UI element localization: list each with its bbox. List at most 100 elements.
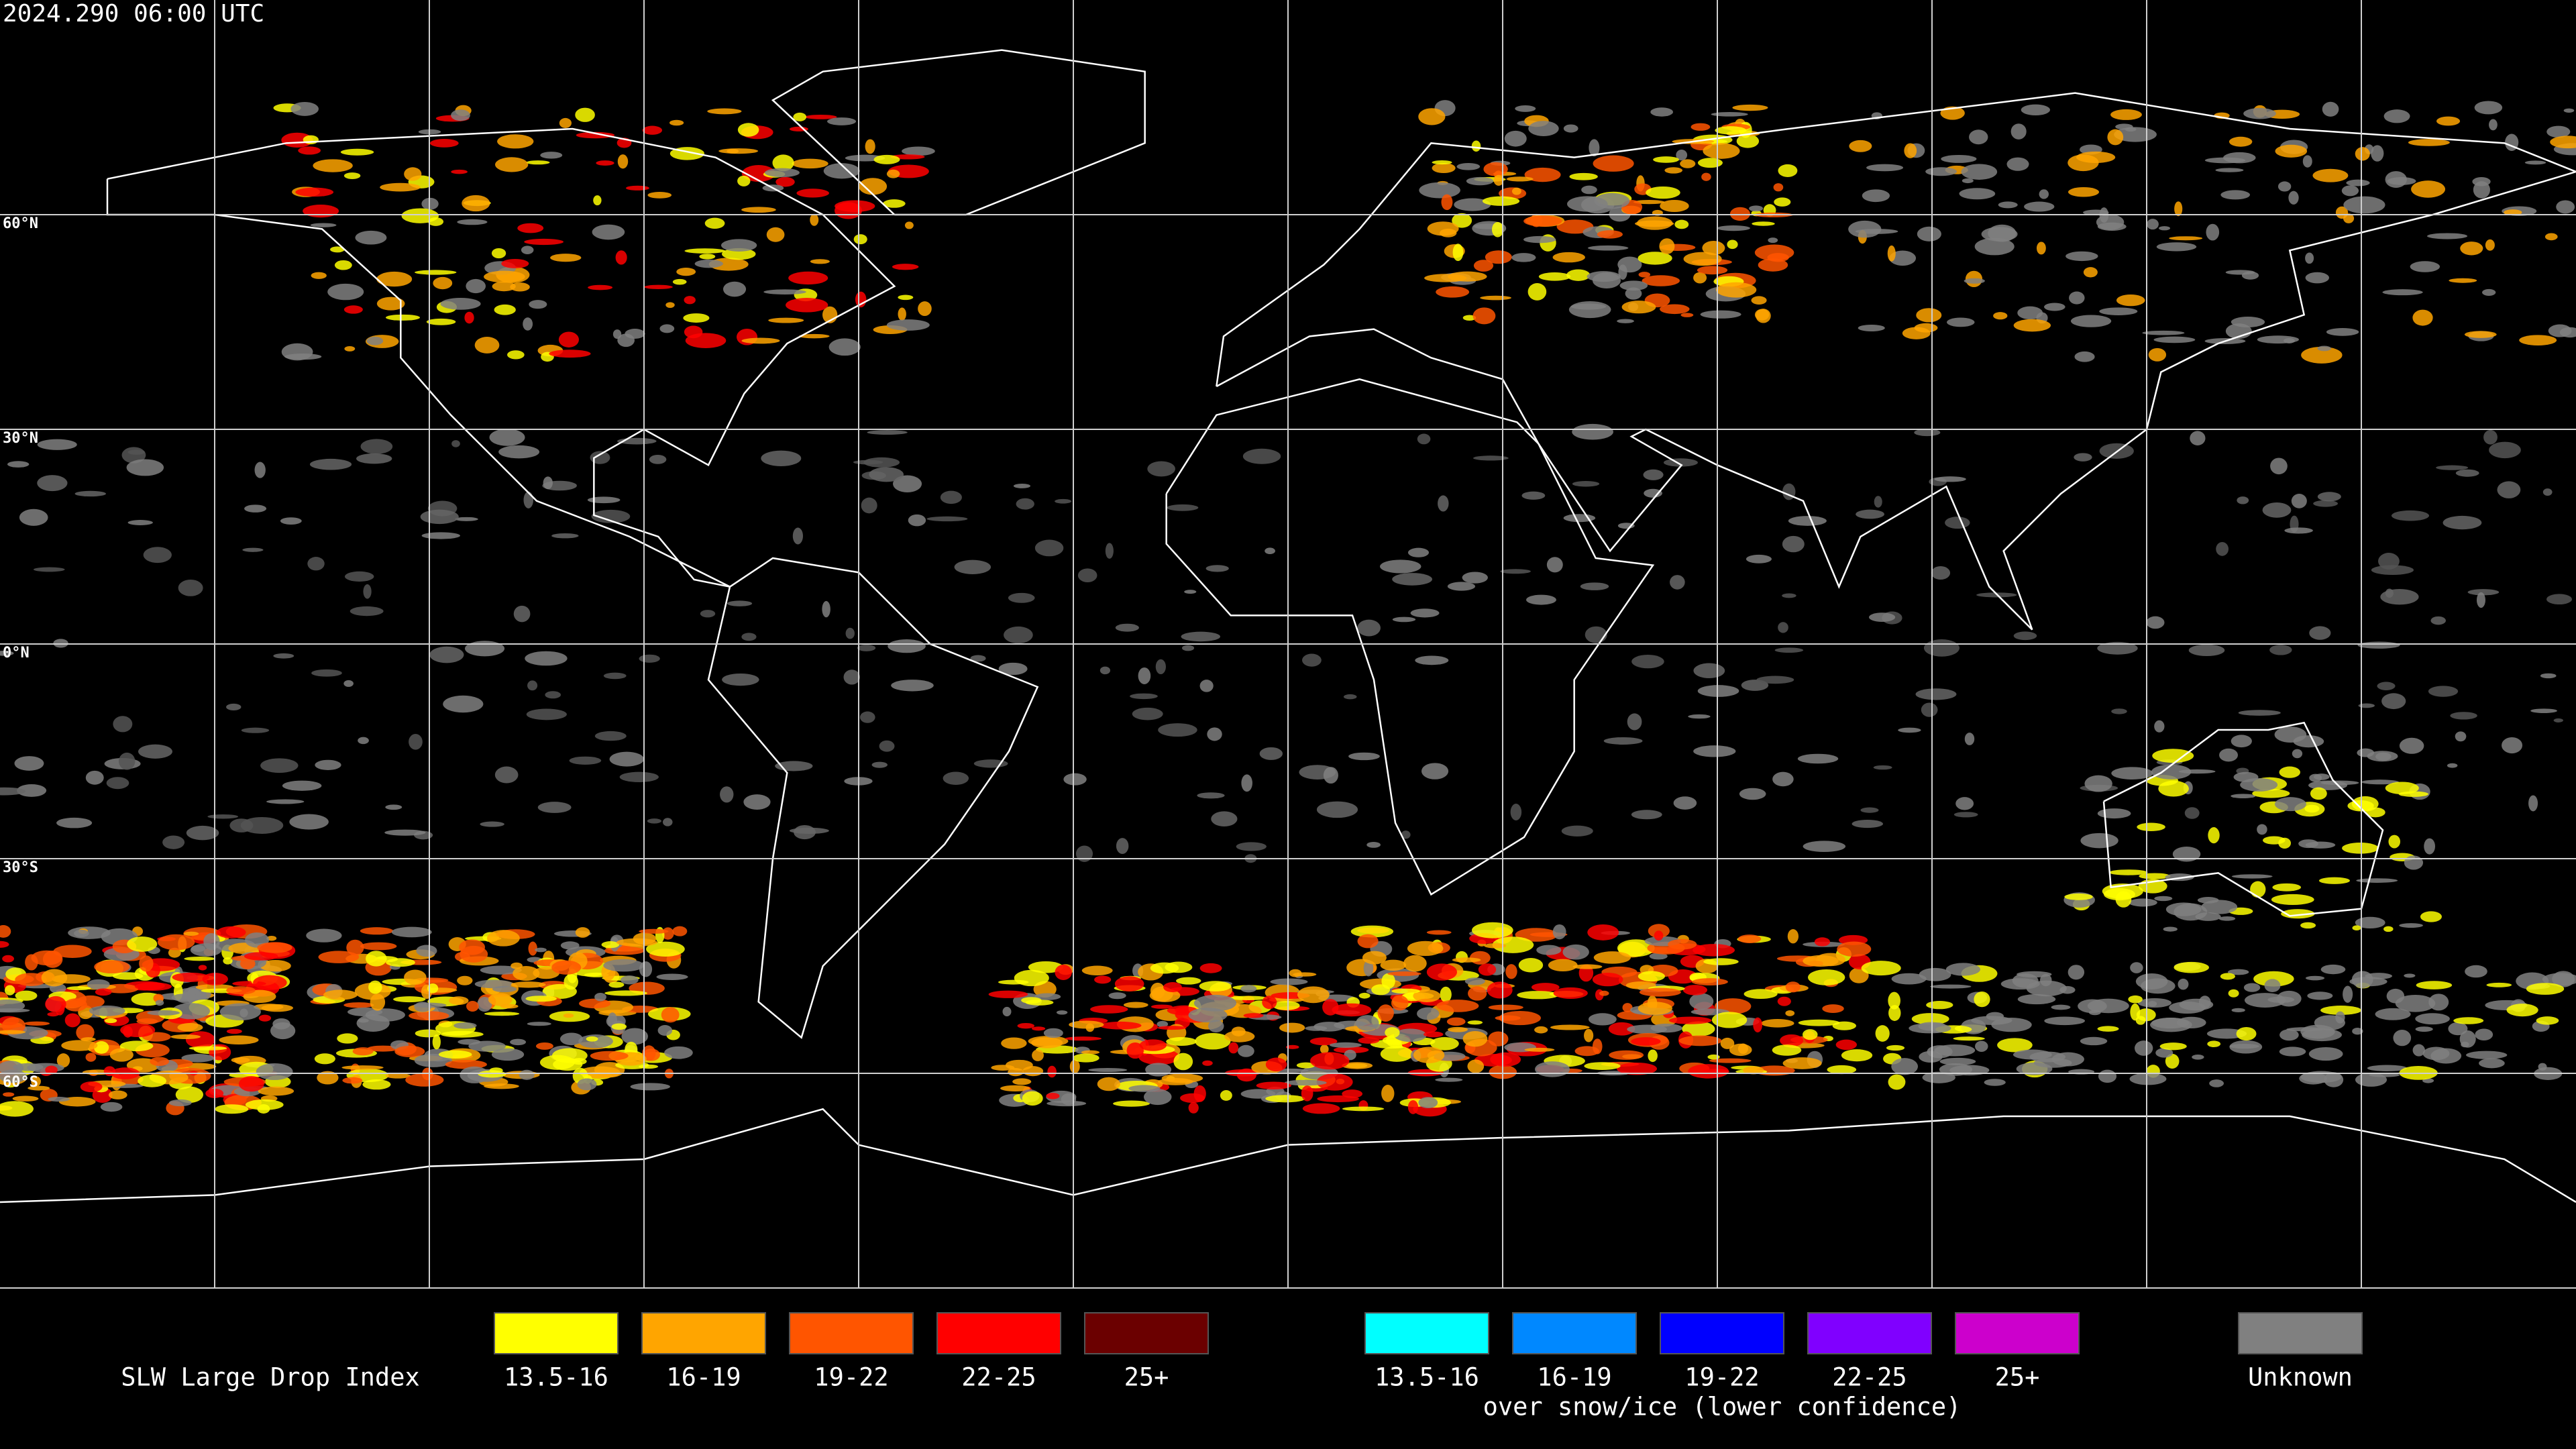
cloud-patch	[440, 1030, 484, 1038]
cloud-patch	[2159, 226, 2171, 231]
cloud-patch	[2341, 185, 2359, 197]
cloud-patch	[1462, 1030, 1488, 1047]
cloud-patch	[226, 703, 241, 711]
cloud-patch	[2044, 303, 2065, 311]
cloud-patch	[1926, 1001, 1953, 1010]
cloud-patch	[1377, 1004, 1394, 1022]
cloud-patch	[1138, 667, 1151, 684]
cloud-patch	[495, 157, 529, 172]
cloud-patch	[1329, 1042, 1362, 1048]
cloud-patch	[1961, 164, 1998, 180]
cloud-patch	[1739, 788, 1766, 800]
cloud-patch	[281, 132, 313, 148]
cloud-patch	[549, 350, 591, 358]
cloud-patch	[2192, 1054, 2204, 1060]
cloud-patch	[616, 938, 657, 947]
cloud-patch	[3, 1092, 15, 1097]
cloud-patch	[1357, 934, 1379, 949]
cloud-patch	[459, 939, 486, 955]
cloud-patch	[303, 205, 339, 218]
cloud-patch	[366, 336, 384, 345]
cloud-patch	[1998, 201, 2018, 209]
cloud-patch	[669, 119, 684, 126]
cloud-patch	[413, 1002, 447, 1008]
cloud-patch	[2546, 594, 2573, 605]
cloud-patch	[53, 639, 68, 648]
cloud-patch	[2343, 196, 2385, 214]
cloud-patch	[2269, 645, 2292, 655]
cloud-patch	[1584, 1062, 1621, 1070]
cloud-patch	[2219, 748, 2239, 762]
cloud-patch	[2178, 978, 2189, 990]
cloud-patch	[2393, 1029, 2412, 1046]
legend-label: Unknown	[2248, 1363, 2353, 1392]
cloud-patch	[2231, 735, 2252, 748]
cloud-patch	[37, 475, 68, 492]
cloud-patch	[2436, 116, 2461, 126]
cloud-patch	[2355, 916, 2385, 929]
cloud-patch	[106, 777, 129, 790]
cloud-patch	[458, 1038, 481, 1045]
cloud-patch	[2428, 686, 2459, 697]
cloud-patch	[1868, 612, 1896, 622]
cloud-patch	[1099, 666, 1111, 675]
cloud-patch	[2420, 911, 2442, 922]
cloud-patch	[2391, 510, 2430, 521]
cloud-patch	[1889, 250, 1917, 266]
cloud-patch	[1808, 969, 1845, 985]
cloud-patch	[2302, 155, 2312, 168]
cloud-patch	[1667, 938, 1697, 950]
cloud-patch	[1193, 1085, 1206, 1102]
cloud-patch	[343, 305, 363, 314]
cloud-patch	[550, 254, 582, 262]
cloud-patch	[2526, 983, 2565, 995]
cloud-patch	[1592, 972, 1623, 987]
cloud-patch	[1782, 1057, 1822, 1069]
cloud-patch	[226, 986, 256, 995]
legend-swatch	[1364, 1312, 1489, 1354]
cloud-patch	[2130, 962, 2143, 973]
cloud-patch	[1930, 984, 1972, 989]
cloud-patch	[1366, 841, 1381, 848]
cloud-patch	[822, 600, 830, 618]
cloud-patch	[2351, 971, 2373, 989]
cloud-patch	[2010, 123, 2027, 140]
cloud-patch	[1649, 953, 1668, 960]
cloud-patch	[341, 1065, 384, 1070]
cloud-patch	[1090, 1005, 1128, 1014]
cloud-patch	[2206, 1028, 2247, 1039]
cloud-patch	[2154, 896, 2173, 902]
cloud-patch	[1228, 1042, 1239, 1054]
cloud-patch	[404, 969, 427, 985]
cloud-patch	[1097, 1077, 1120, 1091]
cloud-patch	[1454, 198, 1491, 211]
cloud-patch	[2158, 780, 2189, 797]
cloud-patch	[342, 1077, 363, 1084]
cloud-patch	[2006, 157, 2029, 171]
cloud-patch	[786, 297, 828, 313]
cloud-patch	[429, 139, 459, 148]
cloud-patch	[426, 318, 456, 325]
cloud-patch	[427, 983, 439, 994]
cloud-patch	[1466, 176, 1494, 186]
cloud-patch	[1462, 315, 1477, 321]
cloud-patch	[241, 727, 270, 733]
cloud-patch	[766, 227, 785, 242]
cloud-patch	[2475, 1028, 2493, 1041]
cloud-patch	[1000, 1085, 1030, 1092]
cloud-patch	[258, 1086, 294, 1096]
cloud-patch	[1941, 154, 1977, 163]
cloud-patch	[893, 475, 922, 493]
legend-swatch	[789, 1312, 914, 1354]
cloud-patch	[1909, 1023, 1951, 1034]
cloud-patch	[1342, 1106, 1385, 1112]
cloud-patch	[2377, 682, 2396, 690]
cloud-patch	[2013, 631, 2037, 641]
cloud-patch	[2301, 346, 2343, 364]
cloud-patch	[1693, 663, 1725, 679]
cloud-patch	[853, 234, 867, 245]
cloud-patch	[1524, 1047, 1555, 1052]
cloud-patch	[340, 148, 374, 156]
cloud-patch	[1737, 934, 1762, 943]
cloud-patch	[1678, 1035, 1722, 1046]
